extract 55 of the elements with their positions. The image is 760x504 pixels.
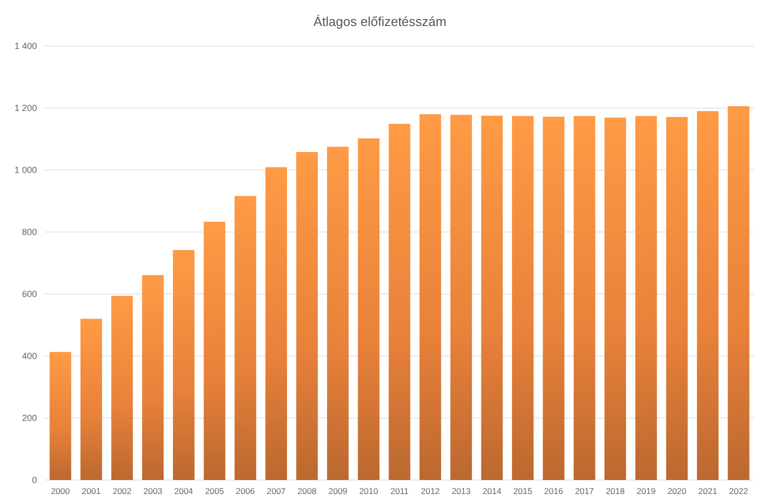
bar	[420, 114, 442, 480]
bar	[542, 116, 564, 480]
bar	[204, 222, 226, 480]
bar	[574, 116, 596, 480]
bar	[512, 116, 534, 480]
y-tick-label: 1 400	[14, 41, 37, 52]
x-tick-label: 2016	[544, 486, 564, 496]
y-tick-label: 1 000	[14, 165, 37, 176]
x-tick-label: 2014	[482, 486, 502, 496]
chart-title: Átlagos előfizetésszám	[314, 14, 446, 29]
bar	[142, 275, 164, 480]
x-tick-label: 2022	[729, 486, 748, 496]
bar	[50, 352, 72, 480]
y-tick-label: 1 200	[14, 103, 37, 114]
bar	[296, 152, 318, 480]
x-tick-label: 2020	[667, 486, 687, 496]
x-tick-label: 2007	[266, 486, 286, 496]
x-tick-label: 2002	[112, 486, 132, 496]
x-tick-label: 2010	[359, 486, 378, 496]
x-tick-label: 2015	[513, 486, 533, 496]
bar	[696, 111, 719, 480]
x-tick-label: 2018	[606, 486, 626, 496]
x-tick-label: 2011	[390, 486, 409, 496]
bar	[604, 118, 626, 480]
x-tick-label: 2021	[698, 486, 718, 496]
x-tick-label: 2003	[143, 486, 163, 496]
x-tick-label: 2012	[420, 486, 440, 496]
x-tick-label: 2000	[50, 486, 70, 496]
x-tick-label: 2006	[236, 486, 256, 496]
y-tick-label: 200	[22, 413, 37, 424]
y-tick-label: 400	[22, 351, 37, 362]
x-tick-label: 2019	[636, 486, 656, 496]
bar	[111, 296, 133, 480]
y-tick-label: 0	[32, 475, 37, 486]
y-tick-label: 800	[22, 227, 37, 238]
bar	[172, 250, 195, 480]
bar	[358, 138, 380, 480]
x-tick-label: 2013	[452, 486, 471, 496]
x-tick-label: 2001	[82, 486, 101, 496]
bar	[80, 318, 102, 480]
bar	[234, 196, 256, 480]
bar	[450, 114, 472, 480]
y-tick-label: 600	[22, 289, 37, 300]
bar	[666, 116, 688, 480]
x-tick-label: 2005	[205, 486, 224, 496]
x-tick-label: 2009	[328, 486, 348, 496]
bar	[728, 106, 750, 480]
x-tick-label: 2008	[298, 486, 317, 496]
bar	[481, 116, 503, 480]
x-tick-label: 2017	[574, 486, 594, 496]
bar	[388, 124, 410, 480]
bar	[327, 146, 349, 480]
bar	[635, 116, 657, 480]
x-tick-label: 2004	[174, 486, 194, 496]
bar	[265, 167, 287, 480]
